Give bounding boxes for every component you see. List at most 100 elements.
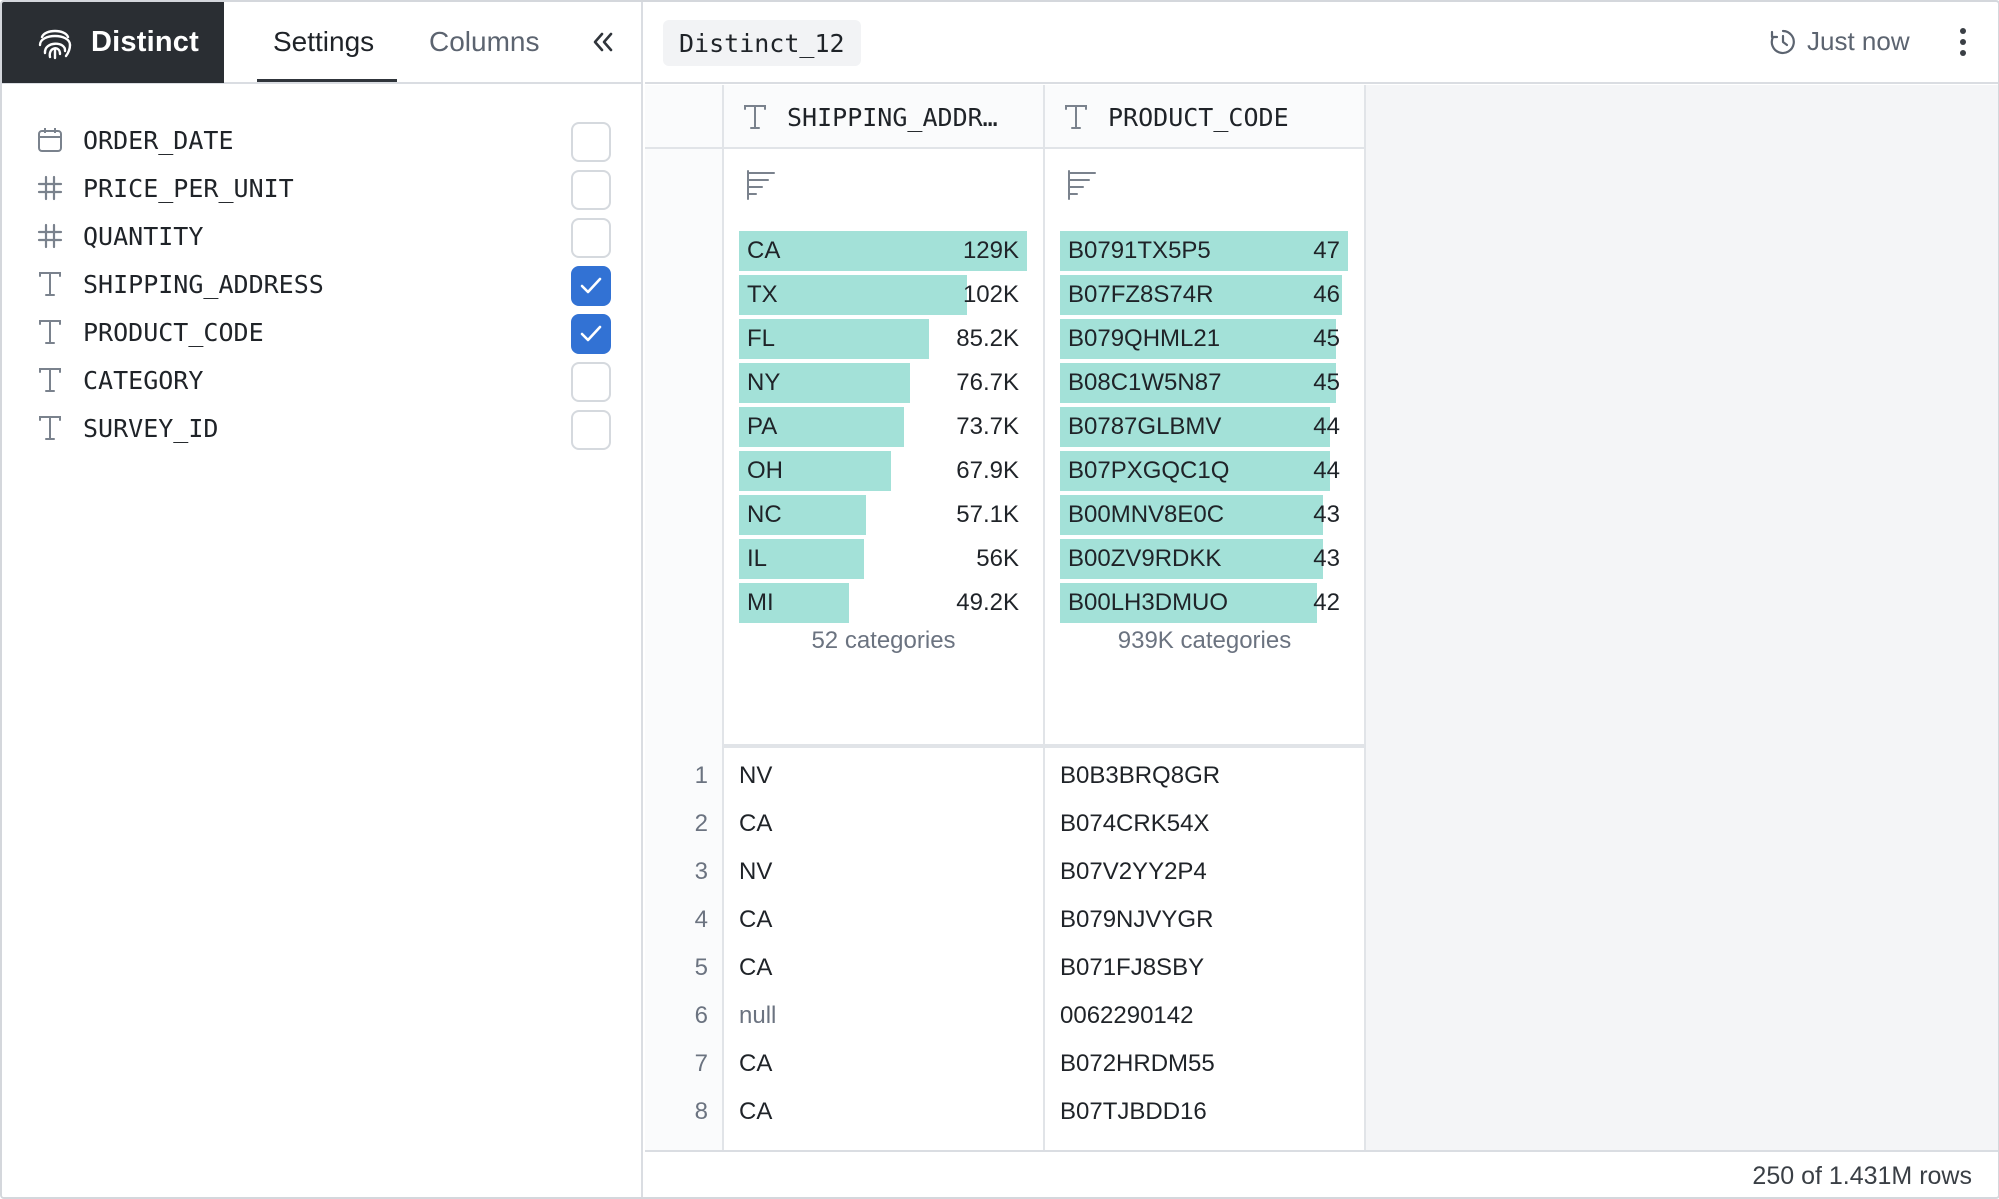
column-checkbox[interactable] xyxy=(571,314,611,354)
column-name: PRICE_PER_UNIT xyxy=(83,174,294,203)
text-type-icon xyxy=(35,269,65,299)
category-label: B079QHML21 xyxy=(1068,325,1221,352)
active-tab-indicator xyxy=(257,79,397,82)
column-checkbox[interactable] xyxy=(571,170,611,210)
chevrons-left-icon xyxy=(593,32,613,52)
category-bar-row[interactable]: B00LH3DMUO 42 xyxy=(1060,581,1348,625)
category-bar-row[interactable]: CA 129K xyxy=(739,229,1027,273)
more-options-button[interactable] xyxy=(1951,22,1975,62)
category-bar xyxy=(739,275,967,315)
column-header[interactable]: SHIPPING_ADDR… xyxy=(724,85,1043,149)
calendar-icon xyxy=(35,125,65,155)
dataset-name-chip[interactable]: Distinct_12 xyxy=(663,20,861,66)
hash-icon xyxy=(35,173,65,203)
column-item[interactable]: QUANTITY xyxy=(2,213,643,261)
category-bar-row[interactable]: B0787GLBMV 44 xyxy=(1060,405,1348,449)
grid-column-shipping-address: SHIPPING_ADDR… CA 129K TX 102K FL 85.2K NY 76.7… xyxy=(724,85,1045,1151)
column-checkbox[interactable] xyxy=(571,218,611,258)
column-item[interactable]: PRICE_PER_UNIT xyxy=(2,165,643,213)
settings-panel: Distinct Settings Columns ORDER_DATE xyxy=(2,2,643,1197)
category-bar xyxy=(739,407,904,447)
table-cell[interactable]: CA xyxy=(739,1098,773,1125)
column-item[interactable]: SURVEY_ID xyxy=(2,405,643,453)
row-count-label: 250 of 1.431M rows xyxy=(1752,1162,1972,1190)
category-bar-row[interactable]: OH 67.9K xyxy=(739,449,1027,493)
category-bar xyxy=(739,451,891,491)
table-cell[interactable]: NV xyxy=(739,762,773,789)
category-count: 57.1K xyxy=(956,501,1019,528)
category-label: PA xyxy=(747,413,778,440)
row-number: 7 xyxy=(694,1050,708,1077)
column-checkbox[interactable] xyxy=(571,362,611,402)
refresh-label: Just now xyxy=(1807,26,1910,56)
column-item[interactable]: PRODUCT_CODE xyxy=(2,309,643,357)
category-bar xyxy=(1060,583,1318,623)
column-item[interactable]: ORDER_DATE xyxy=(2,117,643,165)
category-bar-row[interactable]: FL 85.2K xyxy=(739,317,1027,361)
table-cell[interactable]: B071FJ8SBY xyxy=(1060,954,1205,981)
table-cell[interactable]: B074CRK54X xyxy=(1060,810,1210,837)
row-number: 6 xyxy=(694,1002,708,1029)
category-bar xyxy=(739,539,865,579)
category-count: 46 xyxy=(1313,281,1340,308)
category-count: 67.9K xyxy=(956,457,1019,484)
text-type-icon xyxy=(35,317,65,347)
sort-icon[interactable] xyxy=(746,169,776,201)
categories-count: 52 categories xyxy=(811,627,956,654)
category-label: B07FZ8S74R xyxy=(1068,281,1214,308)
table-cell[interactable]: B072HRDM55 xyxy=(1060,1050,1215,1077)
column-header[interactable]: PRODUCT_CODE xyxy=(1045,85,1364,149)
table-cell[interactable]: B07TJBDD16 xyxy=(1060,1098,1207,1125)
table-cell[interactable]: null xyxy=(739,1002,777,1029)
fingerprint-icon xyxy=(38,29,72,60)
table-cell[interactable]: B0B3BRQ8GR xyxy=(1060,762,1221,789)
table-cell[interactable]: B07V2YY2P4 xyxy=(1060,858,1207,885)
tab-columns[interactable]: Columns xyxy=(429,26,540,57)
category-bar xyxy=(1060,495,1324,535)
text-type-icon xyxy=(35,365,65,395)
table-cell[interactable]: 0062290142 xyxy=(1060,1002,1194,1029)
category-bar-row[interactable]: NY 76.7K xyxy=(739,361,1027,405)
category-bar-row[interactable]: B07PXGQC1Q 44 xyxy=(1060,449,1348,493)
category-label: TX xyxy=(747,281,778,308)
category-bar-row[interactable]: IL 56K xyxy=(739,537,1027,581)
category-bar-row[interactable]: B0791TX5P5 47 xyxy=(1060,229,1348,273)
category-bar-row[interactable]: TX 102K xyxy=(739,273,1027,317)
category-bar-row[interactable]: B07FZ8S74R 46 xyxy=(1060,273,1348,317)
category-count: 73.7K xyxy=(956,413,1019,440)
column-item[interactable]: CATEGORY xyxy=(2,357,643,405)
category-bar-row[interactable]: B00ZV9RDKK 43 xyxy=(1060,537,1348,581)
table-cell[interactable]: CA xyxy=(739,1050,773,1077)
collapse-panel-button[interactable] xyxy=(585,24,621,60)
category-bar xyxy=(1060,407,1330,447)
sort-icon[interactable] xyxy=(1067,169,1097,201)
table-cell[interactable]: CA xyxy=(739,954,773,981)
tab-settings[interactable]: Settings xyxy=(273,26,375,57)
table-cell[interactable]: NV xyxy=(739,858,773,885)
refresh-status[interactable]: Just now xyxy=(1769,26,1910,57)
category-bar-row[interactable]: MI 49.2K xyxy=(739,581,1027,625)
column-item[interactable]: SHIPPING_ADDRESS xyxy=(2,261,643,309)
column-checkbox[interactable] xyxy=(571,122,611,162)
kebab-menu-icon xyxy=(1960,28,1966,34)
column-checkbox[interactable] xyxy=(571,410,611,450)
column-checkbox[interactable] xyxy=(571,266,611,306)
column-name: ORDER_DATE xyxy=(83,126,234,155)
category-bar-row[interactable]: PA 73.7K xyxy=(739,405,1027,449)
category-bar-row[interactable]: NC 57.1K xyxy=(739,493,1027,537)
row-numbers: 1 2 3 4 5 6 7 8 xyxy=(645,752,722,1136)
table-cell[interactable]: CA xyxy=(739,906,773,933)
category-count: 45 xyxy=(1313,369,1340,396)
table-cell[interactable]: B079NJVYGR xyxy=(1060,906,1214,933)
row-number: 1 xyxy=(694,762,708,789)
brand-name: Distinct xyxy=(91,26,199,58)
category-count: 102K xyxy=(962,281,1019,308)
table-cell[interactable]: CA xyxy=(739,810,773,837)
category-bar-row[interactable]: B079QHML21 45 xyxy=(1060,317,1348,361)
category-bar-row[interactable]: B00MNV8E0C 43 xyxy=(1060,493,1348,537)
category-bar-row[interactable]: B08C1W5N87 45 xyxy=(1060,361,1348,405)
category-bar xyxy=(1060,539,1324,579)
column-list: ORDER_DATE PRICE_PER_UNIT QUANTITY xyxy=(2,117,643,453)
category-bar xyxy=(739,319,930,359)
